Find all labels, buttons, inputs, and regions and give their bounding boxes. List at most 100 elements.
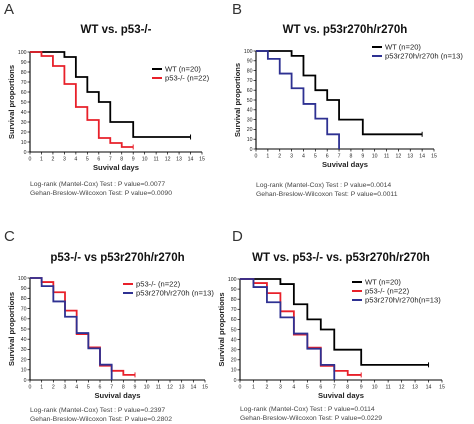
- x-tick-label: 3: [64, 385, 67, 391]
- y-tick-label: 70: [21, 80, 27, 86]
- legend-entry: p53-/- (n=22): [365, 287, 410, 296]
- chart-title: p53-/- vs p53r270h/r270h: [50, 252, 184, 264]
- x-tick-label: 14: [188, 157, 194, 163]
- y-tick-label: 30: [231, 348, 237, 354]
- x-tick-label: 8: [120, 157, 123, 163]
- x-tick-label: 7: [109, 157, 112, 163]
- x-tick-label: 4: [74, 157, 77, 163]
- x-tick-label: 8: [122, 385, 125, 391]
- x-tick-label: 2: [265, 385, 268, 391]
- y-tick-label: 60: [231, 317, 237, 323]
- x-tick-label: 12: [399, 385, 405, 391]
- x-tick-label: 6: [319, 385, 322, 391]
- y-tick-label: 100: [244, 49, 253, 55]
- y-tick-label: 30: [21, 120, 27, 126]
- x-tick-label: 3: [290, 154, 293, 160]
- x-tick-label: 8: [346, 385, 349, 391]
- x-tick-label: 9: [360, 385, 363, 391]
- y-tick-label: 0: [24, 378, 27, 384]
- x-tick-label: 13: [412, 385, 418, 391]
- y-tick-label: 20: [247, 127, 253, 133]
- stat-line: Log-rank (Mantel-Cox) Test : P value=0.0…: [30, 181, 165, 188]
- x-tick-label: 12: [167, 385, 173, 391]
- y-tick-label: 90: [21, 286, 27, 292]
- x-tick-label: 3: [279, 385, 282, 391]
- x-tick-label: 6: [326, 154, 329, 160]
- stat-line: Gehan-Breslow-Wilcoxon Test: P value=0.2…: [30, 416, 172, 423]
- y-tick-label: 100: [18, 50, 27, 56]
- chart-panel-a: AWT vs. p53-/-0 1 2 3 4 5 6 7 8 9 10 11 12 13 14 150102…: [4, 1, 210, 197]
- y-tick-label: 40: [247, 108, 253, 114]
- x-tick-label: 1: [40, 157, 43, 163]
- y-tick-label: 0: [24, 150, 27, 156]
- series-line: [240, 278, 429, 366]
- x-tick-label: 7: [110, 385, 113, 391]
- y-tick-label: 40: [21, 110, 27, 116]
- x-tick-label: 0: [29, 157, 32, 163]
- stat-line: Log-rank (Mantel-Cox) Test : P value=0.2…: [30, 407, 165, 414]
- y-tick-label: 90: [231, 287, 237, 293]
- stat-line: Log-rank (Mantel-Cox) Test : P value=0.0…: [240, 406, 375, 413]
- x-tick-label: 2: [278, 154, 281, 160]
- x-tick-label: 0: [29, 385, 32, 391]
- x-tick-label: 1: [252, 385, 255, 391]
- x-tick-label: 14: [419, 154, 425, 160]
- y-tick-label: 0: [234, 378, 237, 384]
- x-tick-label: 6: [99, 385, 102, 391]
- x-tick-label: 1: [266, 154, 269, 160]
- x-tick-label: 13: [176, 157, 182, 163]
- x-tick-label: 11: [153, 157, 158, 163]
- x-tick-label: 15: [431, 154, 437, 160]
- series-line: [256, 50, 423, 136]
- y-tick-label: 20: [231, 358, 237, 364]
- y-tick-label: 70: [231, 307, 237, 313]
- panel-label: A: [4, 1, 14, 18]
- x-tick-label: 0: [255, 154, 258, 160]
- x-axis-label: Suvival days: [322, 160, 368, 169]
- y-tick-label: 60: [247, 88, 253, 94]
- x-tick-label: 9: [361, 154, 364, 160]
- legend-entry: WT (n=20): [365, 278, 401, 287]
- y-tick-label: 30: [247, 117, 253, 123]
- legend-entry: WT (n=20): [165, 65, 201, 74]
- series-line: [240, 278, 336, 380]
- stat-line: Gehan-Breslow-Wilcoxon Test: P value=0.0…: [30, 190, 172, 197]
- legend-entry: p53r270h/r270h(n=13): [365, 296, 441, 305]
- x-tick-label: 1: [40, 385, 43, 391]
- legend-entry: p53r270h/r270h (n=13): [385, 52, 463, 61]
- series-line: [30, 51, 134, 148]
- series-line: [30, 277, 113, 380]
- series-line: [256, 50, 340, 149]
- y-tick-label: 70: [247, 78, 253, 84]
- y-tick-label: 70: [21, 306, 27, 312]
- x-tick-label: 5: [314, 154, 317, 160]
- y-tick-label: 50: [247, 98, 253, 104]
- y-tick-label: 80: [21, 70, 27, 76]
- panel-label: B: [232, 1, 242, 18]
- chart-title: WT vs. p53-/-: [81, 24, 152, 36]
- y-tick-label: 30: [21, 347, 27, 353]
- x-tick-label: 8: [349, 154, 352, 160]
- y-tick-label: 100: [18, 276, 27, 282]
- y-tick-label: 80: [21, 296, 27, 302]
- x-tick-label: 9: [134, 385, 137, 391]
- legend-entry: WT (n=20): [385, 43, 421, 52]
- x-tick-label: 10: [144, 385, 150, 391]
- stat-line: Gehan-Breslow-Wilcoxon Test: P value=0.0…: [256, 191, 398, 198]
- x-tick-label: 2: [51, 157, 54, 163]
- y-tick-label: 40: [21, 337, 27, 343]
- y-tick-label: 20: [21, 357, 27, 363]
- y-tick-label: 90: [21, 60, 27, 66]
- x-tick-label: 15: [439, 385, 445, 391]
- x-tick-label: 14: [190, 385, 196, 391]
- x-tick-label: 7: [338, 154, 341, 160]
- y-tick-label: 40: [231, 337, 237, 343]
- x-tick-label: 13: [407, 154, 413, 160]
- x-tick-label: 5: [86, 157, 89, 163]
- chart-title: WT vs. p53r270h/r270h: [283, 24, 408, 36]
- x-tick-label: 5: [306, 385, 309, 391]
- x-axis-label: Suvival days: [94, 391, 140, 400]
- y-tick-label: 10: [247, 137, 253, 143]
